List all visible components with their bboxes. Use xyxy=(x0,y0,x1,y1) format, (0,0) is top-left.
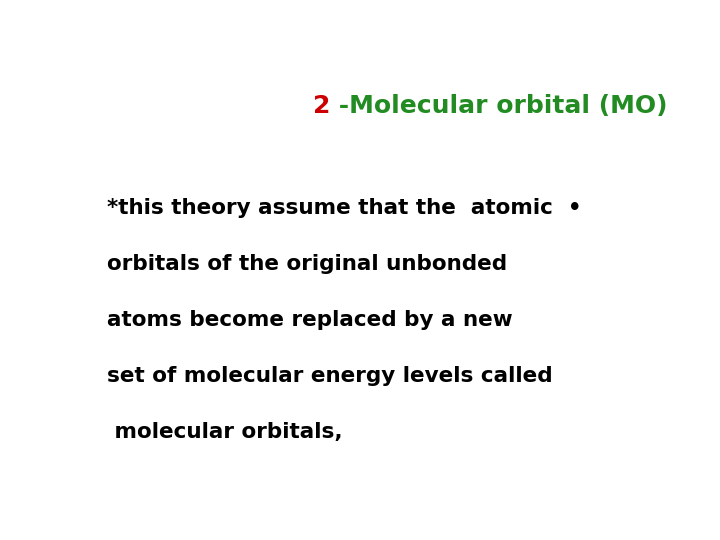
Text: set of molecular energy levels called: set of molecular energy levels called xyxy=(107,366,552,386)
Text: atoms become replaced by a new: atoms become replaced by a new xyxy=(107,310,513,330)
Text: *this theory assume that the  atomic  •: *this theory assume that the atomic • xyxy=(107,198,581,218)
Text: molecular orbitals,: molecular orbitals, xyxy=(107,422,343,442)
Text: 2: 2 xyxy=(312,94,330,118)
Text: -Molecular orbital (MO): -Molecular orbital (MO) xyxy=(330,94,667,118)
Text: orbitals of the original unbonded: orbitals of the original unbonded xyxy=(107,254,507,274)
